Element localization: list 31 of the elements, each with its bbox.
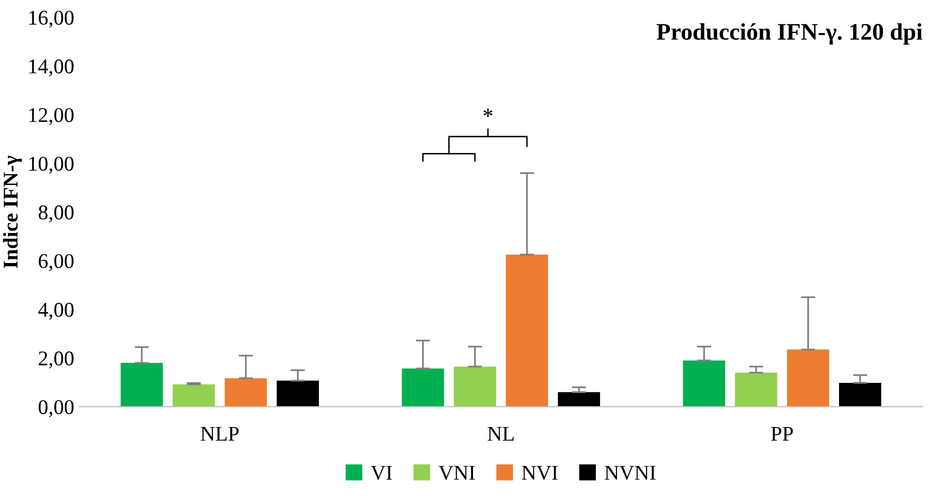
y-tick-label: 14,00	[29, 59, 74, 76]
bar	[224, 378, 267, 407]
y-axis-title: Indice IFN-γ	[3, 156, 22, 268]
y-tick-label: 4,00	[38, 302, 74, 320]
y-tick-label: 0,00	[38, 400, 74, 418]
chart-title: Producción IFN-γ. 120 dpi	[656, 23, 922, 45]
bar	[839, 382, 882, 407]
legend-label: VI	[370, 466, 392, 480]
bar	[682, 360, 726, 407]
y-tick-label: 8,00	[38, 205, 74, 222]
y-tick-label: 2,00	[38, 351, 74, 368]
y-tick-label: 16,00	[29, 10, 74, 28]
legend-label: VNI	[438, 466, 475, 480]
legend-label: NVI	[522, 466, 558, 480]
bar	[735, 372, 778, 407]
bar	[787, 350, 830, 407]
y-tick-label: 6,00	[38, 254, 74, 272]
bar	[276, 380, 319, 407]
bar	[558, 392, 600, 407]
bar	[402, 368, 444, 407]
bar	[506, 254, 548, 407]
x-tick-label: PP	[771, 426, 793, 441]
legend-label: NVNI	[604, 466, 656, 480]
y-tick-label: 10,00	[29, 156, 74, 174]
x-tick-label: NL	[488, 426, 514, 441]
bar	[454, 366, 496, 407]
bar	[120, 362, 163, 407]
x-tick-label: NLP	[200, 426, 239, 441]
annotation: *	[483, 108, 492, 117]
y-tick-label: 12,00	[29, 108, 74, 126]
bar	[172, 384, 215, 407]
